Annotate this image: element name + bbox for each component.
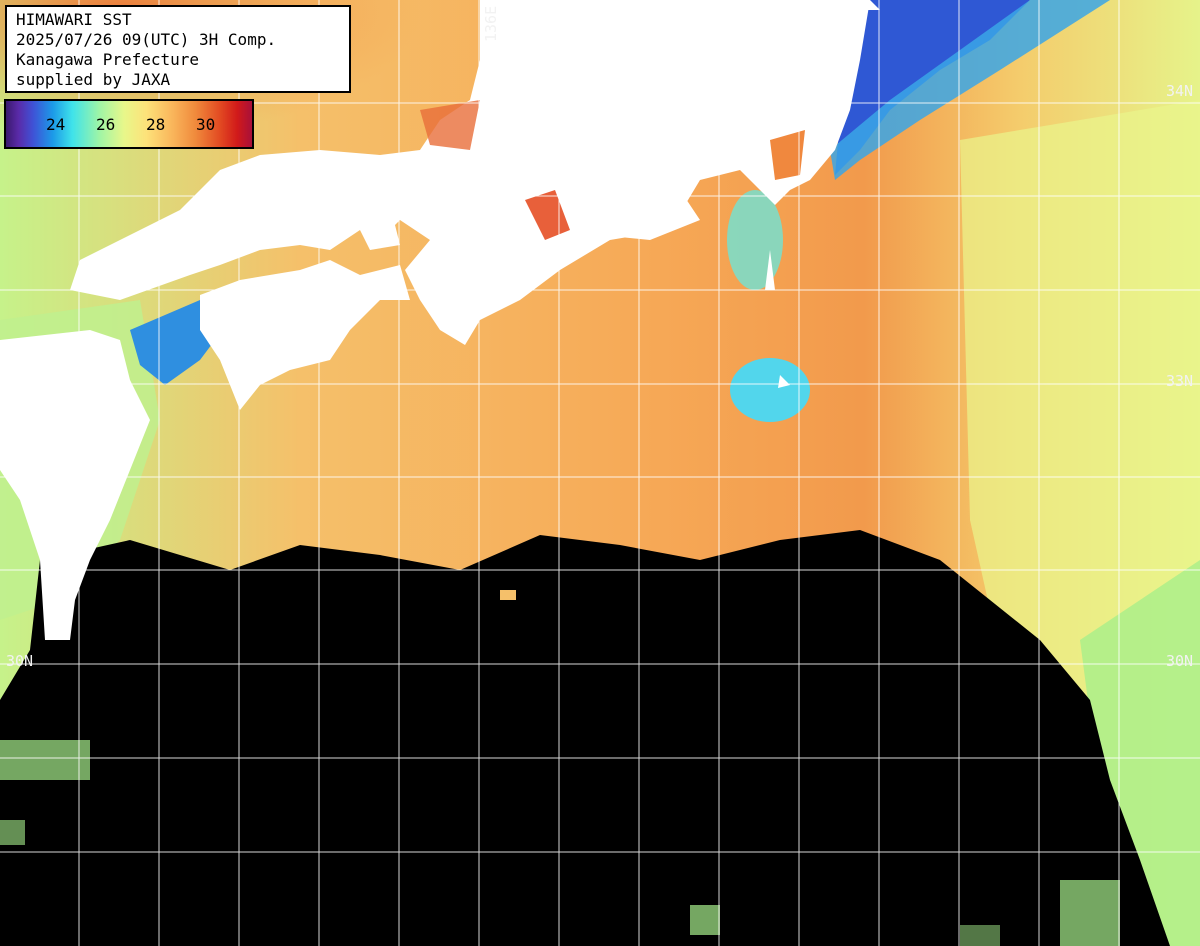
title-line-1: HIMAWARI SST (16, 10, 132, 29)
lat-label-34n: 34N (1166, 82, 1194, 100)
land-honshu (70, 0, 870, 345)
land-kyushu (0, 330, 150, 640)
data-specks (0, 590, 1120, 946)
warm-coast-north (420, 100, 480, 150)
colorbar-tick-28: 28 (146, 115, 166, 134)
warm-coast-sagami (770, 130, 805, 180)
land-shikoku (200, 260, 410, 410)
lat-label-30n-right: 30N (1166, 652, 1194, 670)
land-small-islands (360, 225, 400, 250)
colorbar-tick-30: 30 (196, 115, 216, 134)
title-box: HIMAWARI SST 2025/07/26 09(UTC) 3H Comp.… (5, 5, 351, 93)
lat-label-30n-left: 30N (6, 652, 34, 670)
land-izu (765, 250, 790, 388)
no-data-region (0, 530, 1170, 946)
title-line-4: supplied by JAXA (16, 70, 171, 89)
land-north-coast (600, 0, 880, 10)
title-line-2: 2025/07/26 09(UTC) 3H Comp. (16, 30, 277, 49)
colorbar-tick-26: 26 (96, 115, 116, 134)
cold-eddy-south (730, 358, 810, 422)
lon-label-136e: 136E (482, 5, 500, 42)
colorbar-tick-24: 24 (46, 115, 66, 134)
cold-eddy-center (727, 190, 783, 290)
title-line-3: Kanagawa Prefecture (16, 50, 200, 69)
colorbar-legend: 24 26 28 30 (4, 99, 254, 149)
lat-label-33n: 33N (1166, 372, 1194, 390)
